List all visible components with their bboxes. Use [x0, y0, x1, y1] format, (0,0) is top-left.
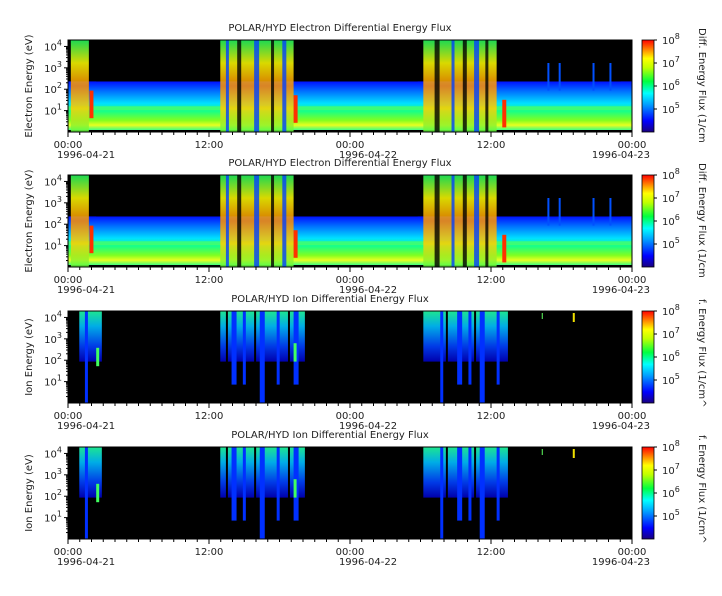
- y-tick-label: 102: [44, 488, 62, 503]
- y-tick-label: 102: [44, 216, 62, 231]
- y-axis-label: Ion Energy (eV): [24, 318, 35, 396]
- colorbar-tick-label: 108: [662, 439, 680, 454]
- plot-area: [68, 311, 632, 403]
- colorbar-tick-label: 105: [662, 508, 680, 523]
- y-tick-label: 103: [44, 195, 62, 210]
- y-tick-label: 101: [44, 238, 62, 253]
- x-tick-label: 00:00: [54, 411, 83, 422]
- date-label: 1996-04-22: [339, 285, 397, 296]
- date-label: 1996-04-21: [57, 421, 115, 432]
- y-tick-label: 101: [44, 103, 62, 118]
- x-tick-label: 00:00: [54, 140, 83, 151]
- colorbar: [641, 174, 655, 268]
- y-tick-label: 101: [44, 374, 62, 389]
- panel-title: POLAR/HYD Electron Differential Energy F…: [228, 23, 451, 34]
- date-label: 1996-04-23: [592, 421, 650, 432]
- colorbar-tick-label: 106: [662, 485, 680, 500]
- colorbar: [641, 310, 655, 404]
- y-tick-label: 103: [44, 331, 62, 346]
- x-tick-label: 12:00: [195, 547, 224, 558]
- x-tick-label: 12:00: [195, 275, 224, 286]
- y-tick-label: 102: [44, 352, 62, 367]
- date-label: 1996-04-22: [339, 421, 397, 432]
- y-tick-label: 104: [44, 173, 62, 188]
- colorbar-label: f. Energy Flux (1/cm^: [696, 435, 707, 544]
- colorbar-tick-label: 105: [662, 101, 680, 116]
- panel-title: POLAR/HYD Electron Differential Energy F…: [228, 158, 451, 169]
- y-tick-label: 104: [44, 38, 62, 53]
- date-label: 1996-04-21: [57, 150, 115, 161]
- x-tick-label: 00:00: [336, 140, 365, 151]
- date-label: 1996-04-23: [592, 150, 650, 161]
- colorbar-tick-label: 107: [662, 190, 680, 205]
- y-tick-label: 104: [44, 445, 62, 460]
- colorbar-tick-label: 107: [662, 326, 680, 341]
- colorbar-tick-label: 106: [662, 349, 680, 364]
- colorbar-tick-label: 106: [662, 213, 680, 228]
- x-tick-label: 00:00: [54, 275, 83, 286]
- x-tick-label: 00:00: [336, 411, 365, 422]
- y-tick-label: 103: [44, 60, 62, 75]
- colorbar-label: Diff. Energy Flux (1/cm: [696, 163, 707, 278]
- x-tick-label: 00:00: [54, 547, 83, 558]
- spectrogram-image: [79, 311, 575, 403]
- spectrogram-panel-1: POLAR/HYD Electron Differential Energy F…: [24, 23, 707, 161]
- x-tick-label: 00:00: [618, 411, 647, 422]
- spectrogram-panel-4: POLAR/HYD Ion Differential Energy Flux 10…: [24, 430, 707, 568]
- y-tick-label: 104: [44, 309, 62, 324]
- colorbar-tick-label: 107: [662, 55, 680, 70]
- colorbar-tick-label: 108: [662, 303, 680, 318]
- y-axis-label: Electron Energy (eV): [24, 169, 35, 272]
- spectrogram-panel-3: POLAR/HYD Ion Differential Energy Flux 10…: [24, 294, 707, 432]
- x-tick-label: 00:00: [336, 547, 365, 558]
- y-tick-label: 101: [44, 510, 62, 525]
- spectrogram-image: [68, 175, 632, 267]
- date-label: 1996-04-21: [57, 285, 115, 296]
- colorbar: [641, 39, 655, 133]
- colorbar-tick-label: 108: [662, 167, 680, 182]
- x-tick-label: 12:00: [195, 411, 224, 422]
- spectrogram-panel-2: POLAR/HYD Electron Differential Energy F…: [24, 158, 707, 296]
- spectrogram-image: [79, 447, 575, 539]
- x-tick-label: 12:00: [477, 275, 506, 286]
- x-tick-label: 00:00: [336, 275, 365, 286]
- x-tick-label: 12:00: [477, 140, 506, 151]
- y-tick-label: 102: [44, 81, 62, 96]
- colorbar: [641, 446, 655, 540]
- colorbar-tick-label: 105: [662, 236, 680, 251]
- plot-area: [68, 447, 632, 539]
- panel-title: POLAR/HYD Ion Differential Energy Flux: [231, 430, 429, 441]
- date-label: 1996-04-22: [339, 557, 397, 568]
- date-label: 1996-04-22: [339, 150, 397, 161]
- x-tick-label: 12:00: [195, 140, 224, 151]
- colorbar-tick-label: 105: [662, 372, 680, 387]
- x-tick-label: 12:00: [477, 411, 506, 422]
- x-tick-label: 12:00: [477, 547, 506, 558]
- spectrogram-image: [68, 40, 632, 132]
- colorbar-label: f. Energy Flux (1/cm^: [696, 299, 707, 408]
- y-tick-label: 103: [44, 467, 62, 482]
- date-label: 1996-04-23: [592, 557, 650, 568]
- date-label: 1996-04-21: [57, 557, 115, 568]
- x-tick-label: 00:00: [618, 275, 647, 286]
- y-axis-label: Electron Energy (eV): [24, 34, 35, 137]
- colorbar-tick-label: 107: [662, 462, 680, 477]
- y-axis-label: Ion Energy (eV): [24, 454, 35, 532]
- panel-title: POLAR/HYD Ion Differential Energy Flux: [231, 294, 429, 305]
- colorbar-tick-label: 106: [662, 78, 680, 93]
- date-label: 1996-04-23: [592, 285, 650, 296]
- colorbar-label: Diff. Energy Flux (1/cm: [696, 28, 707, 143]
- colorbar-tick-label: 108: [662, 32, 680, 47]
- x-tick-label: 00:00: [618, 140, 647, 151]
- x-tick-label: 00:00: [618, 547, 647, 558]
